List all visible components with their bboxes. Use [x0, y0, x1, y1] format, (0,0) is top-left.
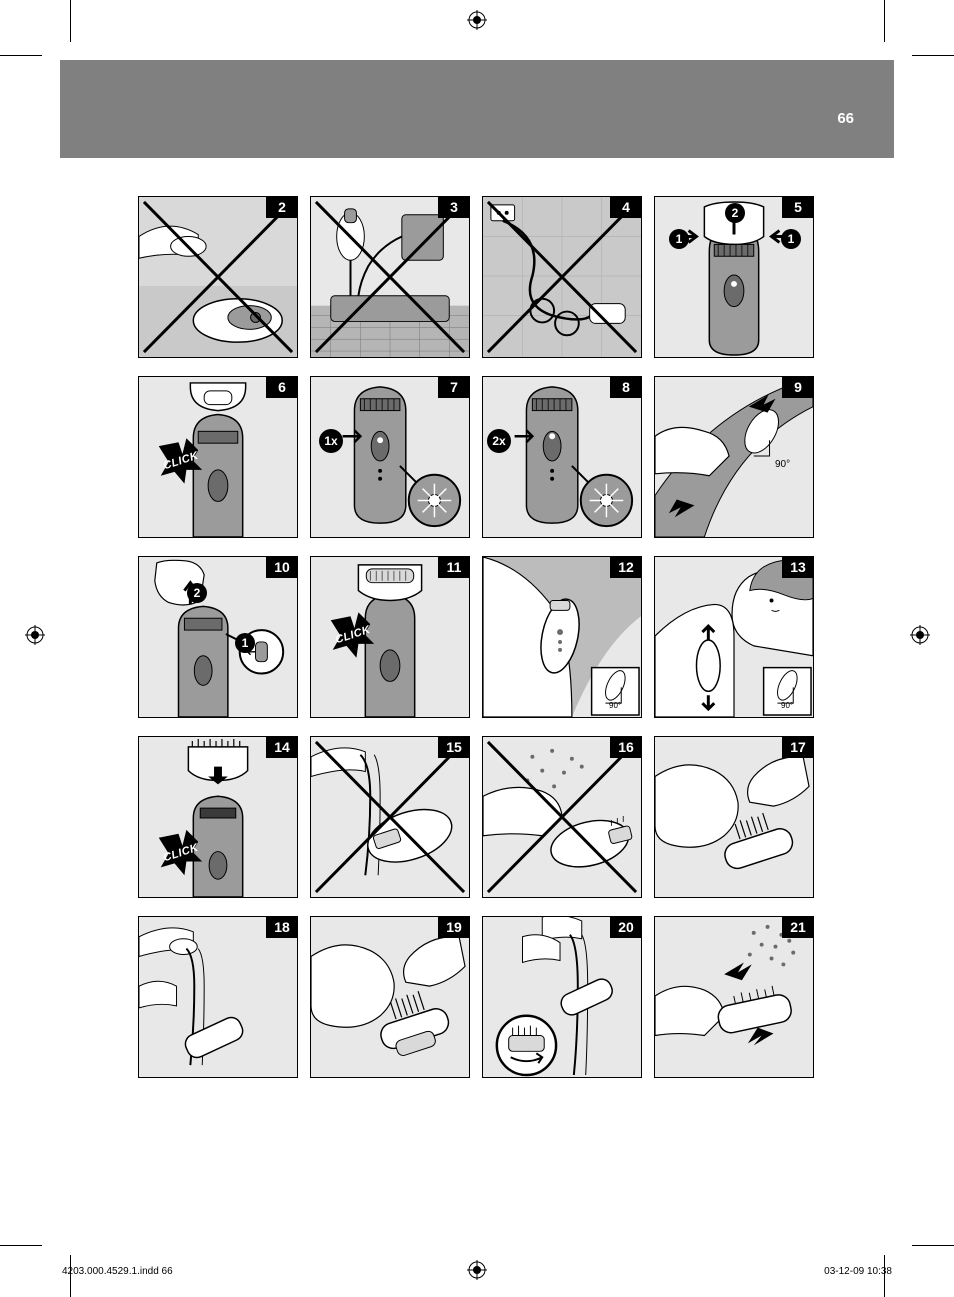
step-number: 18 — [266, 916, 298, 938]
header-band: 66 — [60, 60, 894, 158]
step-number: 7 — [438, 376, 470, 398]
step-number: 11 — [438, 556, 470, 578]
step-number: 3 — [438, 196, 470, 218]
crop-mark — [912, 55, 954, 56]
step-number: 8 — [610, 376, 642, 398]
panel-19: 19 — [310, 916, 470, 1078]
crop-mark — [0, 1245, 42, 1246]
panel-8: 2x 8 — [482, 376, 642, 538]
step-number: 5 — [782, 196, 814, 218]
panel-11: CLICK 11 — [310, 556, 470, 718]
step-number: 21 — [782, 916, 814, 938]
badge-2: 2 — [725, 203, 745, 223]
angle-label: 90° — [775, 459, 790, 470]
crop-mark — [912, 1245, 954, 1246]
step-number: 19 — [438, 916, 470, 938]
step-number: 16 — [610, 736, 642, 758]
panel-14: CLICK 14 — [138, 736, 298, 898]
step-number: 20 — [610, 916, 642, 938]
panel-15: 15 — [310, 736, 470, 898]
panel-7: 1x 7 — [310, 376, 470, 538]
step-number: 9 — [782, 376, 814, 398]
step-number: 10 — [266, 556, 298, 578]
step-number: 13 — [782, 556, 814, 578]
panel-16: 16 — [482, 736, 642, 898]
footer-left: 4203.000.4529.1.indd 66 — [62, 1266, 173, 1277]
registration-mark-left — [25, 625, 45, 645]
page-number: 66 — [837, 110, 854, 127]
badge-2: 2 — [187, 583, 207, 603]
crop-mark — [70, 0, 71, 42]
count-1x: 1x — [319, 429, 343, 453]
step-number: 4 — [610, 196, 642, 218]
step-number: 6 — [266, 376, 298, 398]
panel-10: 2 1 10 — [138, 556, 298, 718]
step-number: 17 — [782, 736, 814, 758]
panel-13: 90° 13 — [654, 556, 814, 718]
panel-4: 4 — [482, 196, 642, 358]
crop-mark — [884, 0, 885, 42]
step-number: 2 — [266, 196, 298, 218]
step-number: 12 — [610, 556, 642, 578]
footer-right: 03-12-09 10:38 — [824, 1266, 892, 1277]
panel-12: 90° 12 — [482, 556, 642, 718]
step-number: 14 — [266, 736, 298, 758]
badge-1: 1 — [235, 633, 255, 653]
badge-1: 1 — [669, 229, 689, 249]
panel-5: 1 2 1 5 — [654, 196, 814, 358]
registration-mark-right — [910, 625, 930, 645]
footer: 4203.000.4529.1.indd 66 03-12-09 10:38 — [62, 1266, 892, 1277]
panel-2: 2 — [138, 196, 298, 358]
badge-1b: 1 — [781, 229, 801, 249]
panel-18: 18 — [138, 916, 298, 1078]
angle-label: 90° — [781, 701, 793, 710]
panel-20: 20 — [482, 916, 642, 1078]
panel-17: 17 — [654, 736, 814, 898]
panel-6: CLICK 6 — [138, 376, 298, 538]
panel-3: 3 — [310, 196, 470, 358]
panel-21: 21 — [654, 916, 814, 1078]
registration-mark-top — [467, 10, 487, 30]
step-number: 15 — [438, 736, 470, 758]
panel-9: 90° 9 — [654, 376, 814, 538]
crop-mark — [0, 55, 42, 56]
angle-label: 90° — [609, 701, 621, 710]
count-2x: 2x — [487, 429, 511, 453]
instruction-grid: 2 3 — [138, 196, 816, 1078]
